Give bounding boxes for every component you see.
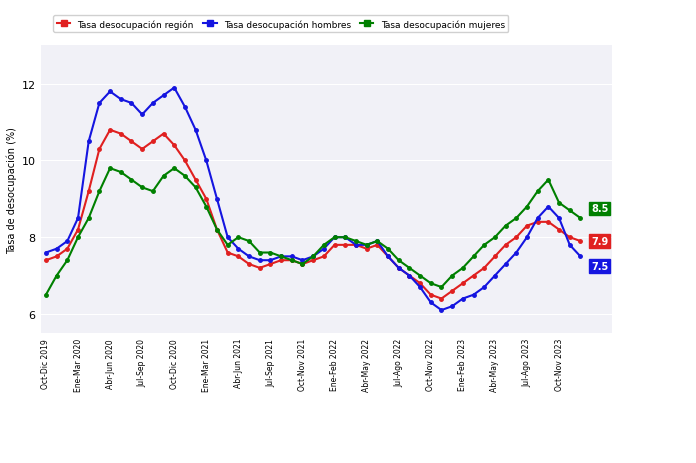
Text: 7.5: 7.5 xyxy=(591,262,608,271)
Y-axis label: Tasa de desocupación (%): Tasa de desocupación (%) xyxy=(7,126,17,253)
Text: 8.5: 8.5 xyxy=(591,204,608,214)
Legend: Tasa desocupación región, Tasa desocupación hombres, Tasa desocupación mujeres: Tasa desocupación región, Tasa desocupac… xyxy=(53,16,508,33)
Text: 7.9: 7.9 xyxy=(591,237,608,246)
